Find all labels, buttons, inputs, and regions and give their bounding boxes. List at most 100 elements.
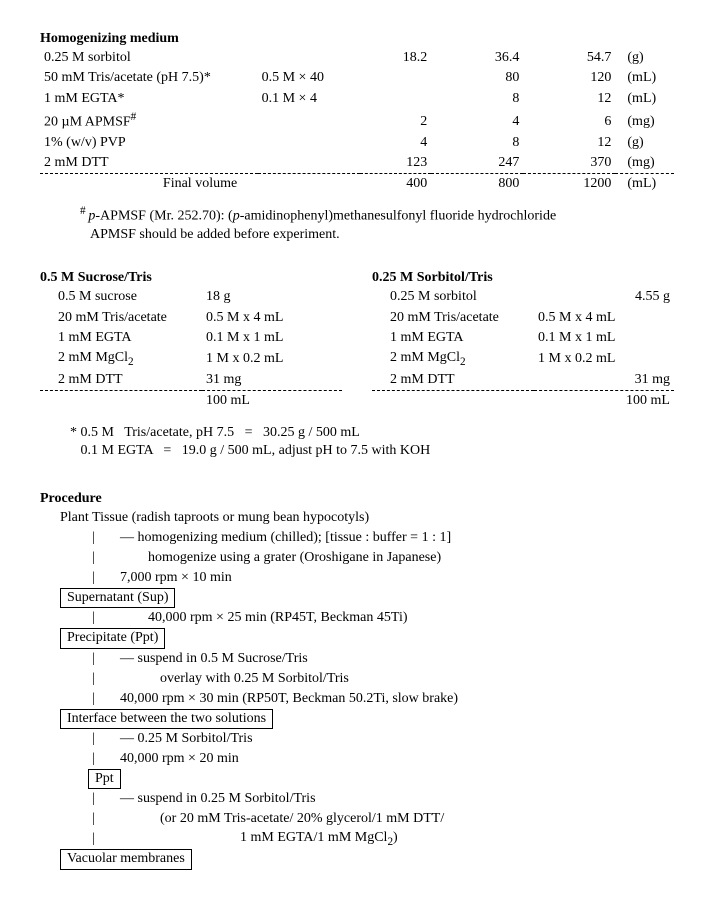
stock-line1: * 0.5 M Tris/acetate, pH 7.5 = 30.25 g /… xyxy=(70,424,674,442)
cell: 4 xyxy=(431,109,523,133)
proc-line: (or 20 mM Tris-acetate/ 20% glycerol/1 m… xyxy=(160,810,444,828)
footnote-text: -APMSF (Mr. 252.70): ( xyxy=(95,209,232,224)
cell xyxy=(40,391,202,412)
stock-note: * 0.5 M Tris/acetate, pH 7.5 = 30.25 g /… xyxy=(70,424,674,460)
footnote-line2: APMSF should be added before experiment. xyxy=(90,226,674,244)
box-supernatant: Supernatant (Sup) xyxy=(60,588,175,608)
cell: 1200 xyxy=(523,173,615,194)
proc-line: — homogenizing medium (chilled); [tissue… xyxy=(120,529,451,547)
sucrose-title: 0.5 M Sucrose/Tris xyxy=(40,269,342,287)
cell: 1 M x 0.2 mL xyxy=(202,348,342,370)
cell xyxy=(360,89,431,109)
proc-line: overlay with 0.25 M Sorbitol/Tris xyxy=(160,670,349,688)
cell: 0.5 M x 4 mL xyxy=(534,308,674,328)
cell: 1 mM EGTA xyxy=(372,328,534,348)
cell: 2 mM DTT xyxy=(372,370,534,391)
cell xyxy=(258,48,361,68)
cell: 2 mM DTT xyxy=(40,370,202,391)
cell: 80 xyxy=(431,68,523,88)
cell: 120 xyxy=(523,68,615,88)
cell: 1 mM EGTA xyxy=(40,328,202,348)
homog-title: Homogenizing medium xyxy=(40,30,674,48)
proc-line: Plant Tissue (radish taproots or mung be… xyxy=(60,509,369,527)
procedure-section: Procedure Plant Tissue (radish taproots … xyxy=(40,490,674,869)
cell: 100 mL xyxy=(202,391,342,412)
cell: 0.1 M × 4 xyxy=(258,89,361,109)
cell xyxy=(258,133,361,153)
cell: (g) xyxy=(615,48,674,68)
sorbitol-block: 0.25 M Sorbitol/Tris 0.25 M sorbitol4.55… xyxy=(372,269,674,411)
cell: 100 mL xyxy=(534,391,674,412)
homog-table: 0.25 M sorbitol18.236.454.7(g) 50 mM Tri… xyxy=(40,48,674,194)
cell: 0.5 M × 40 xyxy=(258,68,361,88)
cell: (mL) xyxy=(615,89,674,109)
cell: 4.55 g xyxy=(534,287,674,307)
cell xyxy=(372,391,534,412)
box-ppt: Ppt xyxy=(88,769,121,789)
final-label: Final volume xyxy=(40,173,360,194)
cell: 400 xyxy=(360,173,431,194)
cell: 0.25 M sorbitol xyxy=(40,48,258,68)
sorbitol-title: 0.25 M Sorbitol/Tris xyxy=(372,269,674,287)
cell: 54.7 xyxy=(523,48,615,68)
cell: 18 g xyxy=(202,287,342,307)
cell: 1 mM EGTA* xyxy=(40,89,258,109)
footnote-text2: -amidinophenyl)methanesulfonyl fluoride … xyxy=(240,209,556,224)
cell: 123 xyxy=(360,153,431,174)
stock-line2: 0.1 M EGTA = 19.0 g / 500 mL, adjust pH … xyxy=(70,442,674,460)
cell: 8 xyxy=(431,133,523,153)
cell: 1 M x 0.2 mL xyxy=(534,348,674,370)
proc-line: — 0.25 M Sorbitol/Tris xyxy=(120,730,253,748)
cell: 20 mM Tris/acetate xyxy=(40,308,202,328)
cell: 6 xyxy=(523,109,615,133)
proc-line: 40,000 rpm × 30 min (RP50T, Beckman 50.2… xyxy=(120,690,458,708)
cell: 50 mM Tris/acetate (pH 7.5)* xyxy=(40,68,258,88)
cell: 0.5 M x 4 mL xyxy=(202,308,342,328)
cell: 20 µM APMSF# xyxy=(40,109,258,133)
cell: 0.25 M sorbitol xyxy=(372,287,534,307)
cell: 1% (w/v) PVP xyxy=(40,133,258,153)
cell: 0.5 M sucrose xyxy=(40,287,202,307)
cell: 36.4 xyxy=(431,48,523,68)
cell: 31 mg xyxy=(534,370,674,391)
proc-line: 40,000 rpm × 25 min (RP45T, Beckman 45Ti… xyxy=(148,609,408,627)
box-interface: Interface between the two solutions xyxy=(60,709,273,729)
proc-line: 40,000 rpm × 20 min xyxy=(120,750,239,768)
sucrose-block: 0.5 M Sucrose/Tris 0.5 M sucrose18 g 20 … xyxy=(40,269,342,411)
cell: 18.2 xyxy=(360,48,431,68)
cell: 2 mM MgCl2 xyxy=(372,348,534,370)
solutions-row: 0.5 M Sucrose/Tris 0.5 M sucrose18 g 20 … xyxy=(40,269,674,411)
procedure-tree: Plant Tissue (radish taproots or mung be… xyxy=(60,508,674,869)
cell: 31 mg xyxy=(202,370,342,391)
cell: 2 xyxy=(360,109,431,133)
cell: 0.1 M x 1 mL xyxy=(202,328,342,348)
cell: 12 xyxy=(523,133,615,153)
box-vacuolar: Vacuolar membranes xyxy=(60,849,192,869)
cell: 20 mM Tris/acetate xyxy=(372,308,534,328)
cell xyxy=(360,68,431,88)
cell: 370 xyxy=(523,153,615,174)
cell xyxy=(258,153,361,174)
proc-line: 1 mM EGTA/1 mM MgCl2) xyxy=(240,829,398,849)
cell: 12 xyxy=(523,89,615,109)
cell: 4 xyxy=(360,133,431,153)
proc-line: — suspend in 0.5 M Sucrose/Tris xyxy=(120,650,308,668)
cell: (mL) xyxy=(615,68,674,88)
cell: (g) xyxy=(615,133,674,153)
italic-p2: p xyxy=(233,209,240,224)
proc-line: — suspend in 0.25 M Sorbitol/Tris xyxy=(120,790,316,808)
cell: 247 xyxy=(431,153,523,174)
cell: 2 mM MgCl2 xyxy=(40,348,202,370)
cell: 800 xyxy=(431,173,523,194)
cell: (mg) xyxy=(615,153,674,174)
cell: 0.1 M x 1 mL xyxy=(534,328,674,348)
cell: (mg) xyxy=(615,109,674,133)
apmsf-footnote: # p-APMSF (Mr. 252.70): (p-amidinophenyl… xyxy=(80,204,674,244)
cell: 8 xyxy=(431,89,523,109)
cell: (mL) xyxy=(615,173,674,194)
cell xyxy=(258,109,361,133)
proc-line: homogenize using a grater (Oroshigane in… xyxy=(148,549,441,567)
procedure-title: Procedure xyxy=(40,490,674,508)
proc-line: 7,000 rpm × 10 min xyxy=(120,569,232,587)
homog-section: Homogenizing medium 0.25 M sorbitol18.23… xyxy=(40,30,674,244)
